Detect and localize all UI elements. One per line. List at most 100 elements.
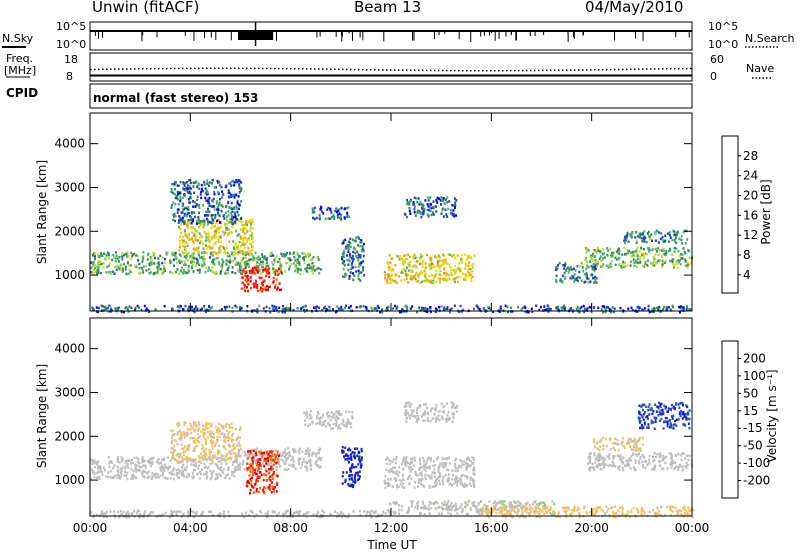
power-cell (661, 238, 664, 241)
power-cell (246, 286, 248, 289)
power-cell (198, 232, 201, 235)
power-cell (248, 250, 251, 253)
power-cell (419, 272, 422, 276)
power-cell (306, 266, 309, 270)
power-cell (215, 202, 218, 205)
power-cell (464, 267, 467, 270)
power-cell (594, 261, 597, 265)
power-cell (255, 268, 258, 271)
velocity-cell (388, 483, 391, 487)
velocity-cell (318, 465, 321, 469)
velocity-cell (275, 490, 278, 493)
power-cell (413, 211, 416, 214)
power-cell (116, 257, 119, 261)
velocity-cell (425, 462, 428, 465)
velocity-cell (214, 444, 217, 448)
power-cell (245, 220, 248, 223)
power-cell (112, 253, 115, 257)
velocity-cell (324, 425, 327, 428)
velocity-cell (467, 464, 470, 468)
power-cell (90, 261, 93, 264)
power-cell (555, 280, 558, 283)
power-cell (207, 222, 210, 225)
velocity-cell (147, 470, 150, 473)
power-cell (303, 258, 306, 262)
power-cell (111, 258, 114, 262)
power-cell (657, 259, 660, 263)
power-cell (603, 306, 606, 310)
velocity-cell (442, 405, 445, 409)
power-cell (394, 273, 397, 276)
power-cell (178, 259, 181, 262)
velocity-cell (638, 418, 641, 421)
velocity-cell (356, 478, 359, 482)
velocity-cell (682, 403, 684, 407)
power-cell (197, 253, 200, 257)
power-cell (426, 203, 429, 206)
power-cell (453, 269, 456, 272)
power-cell (224, 211, 227, 214)
power-cell (594, 279, 597, 282)
power-cell (391, 273, 393, 277)
velocity-cell (405, 458, 408, 461)
power-cell (189, 178, 192, 182)
power-cell (207, 236, 210, 239)
velocity-cell (621, 459, 624, 462)
power-cell (411, 305, 414, 308)
power-cell (632, 253, 635, 257)
velocity-cell (424, 477, 427, 481)
velocity-cell (218, 467, 221, 470)
velocity-cell (276, 483, 279, 486)
power-cell (426, 196, 429, 199)
nsky-tick-bottom: 10^0 (56, 38, 87, 51)
velocity-cell (596, 455, 599, 459)
power-cell (256, 284, 259, 287)
velocity-cell (634, 459, 637, 462)
power-cell (681, 257, 684, 260)
power-cell (240, 287, 243, 290)
velocity-cell (268, 471, 271, 475)
power-cell (360, 238, 363, 242)
power-cell (195, 257, 198, 261)
power-cell (176, 197, 179, 201)
velocity-cell (425, 466, 428, 470)
velocity-cell (466, 475, 469, 478)
power-cell (178, 240, 181, 243)
velocity-cell (157, 476, 160, 479)
power-cell (576, 305, 579, 309)
power-cell (426, 213, 429, 216)
velocity-cell (218, 473, 221, 476)
power-cell (450, 212, 453, 215)
power-cell (653, 257, 656, 261)
power-cell (262, 307, 265, 310)
power-cell (276, 286, 279, 290)
power-cell (635, 231, 638, 234)
velocity-cell (342, 418, 345, 422)
velocity-cell (386, 484, 389, 488)
velocity-cell (419, 462, 422, 465)
velocity-cell (132, 461, 134, 465)
velocity-cell (248, 474, 251, 477)
power-cell (389, 261, 392, 264)
power-cell (309, 265, 312, 268)
velocity-cell (433, 468, 436, 471)
power-cell (130, 251, 133, 254)
velocity-cell (250, 483, 253, 486)
power-cell (444, 307, 447, 311)
velocity-cell (246, 458, 249, 461)
power-cell (197, 216, 200, 219)
power-cell (287, 257, 290, 260)
power-cell (426, 253, 428, 257)
velocity-cell (200, 472, 202, 476)
power-cell (312, 267, 315, 270)
power-cell (257, 258, 260, 261)
velocity-cell (286, 456, 289, 460)
power-cell (647, 247, 649, 250)
velocity-cell (220, 424, 223, 427)
velocity-cell (126, 477, 129, 481)
velocity-cell (253, 468, 256, 472)
power-cell (198, 268, 201, 272)
velocity-cell (178, 429, 181, 433)
power-cell (129, 264, 132, 267)
power-cell (191, 226, 194, 229)
